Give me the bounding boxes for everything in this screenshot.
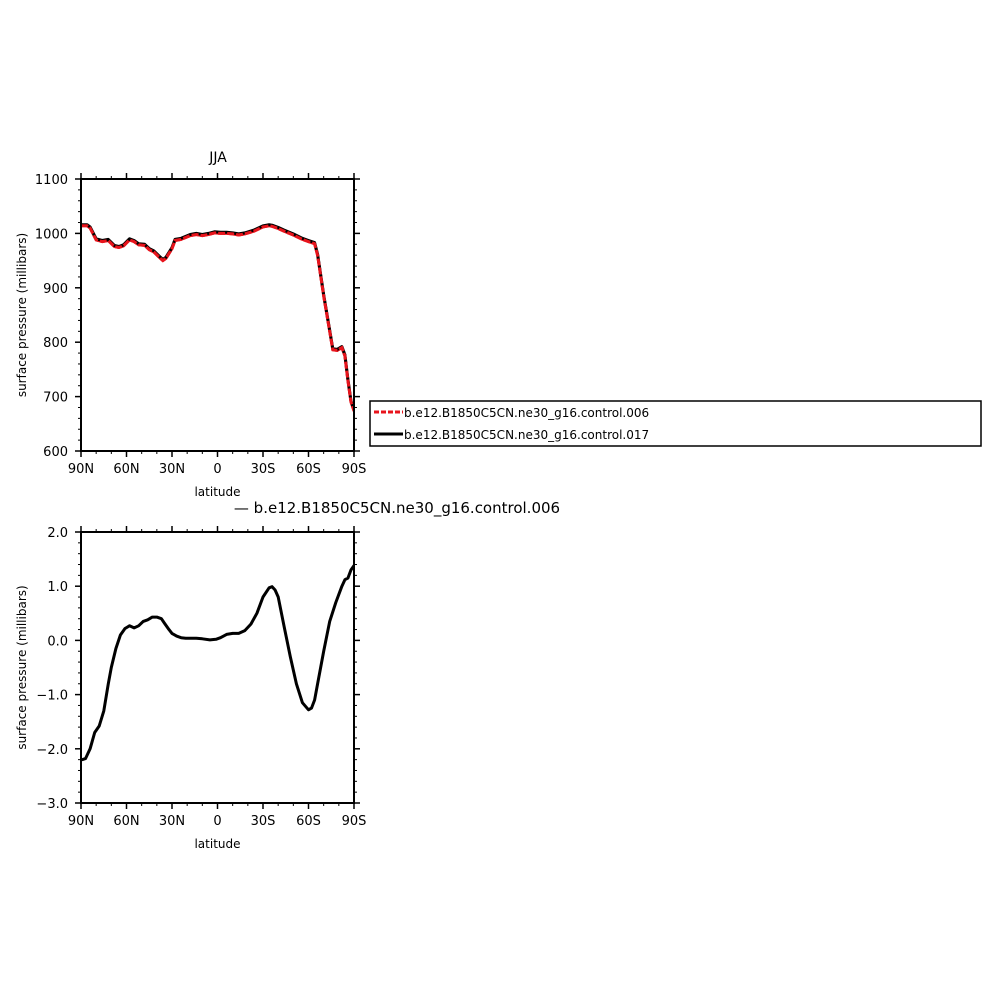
legend-label-017: b.e12.B1850C5CN.ne30_g16.control.017 bbox=[404, 428, 649, 442]
y-tick-label: 1100 bbox=[35, 173, 68, 188]
legend-label-006: b.e12.B1850C5CN.ne30_g16.control.006 bbox=[404, 406, 649, 420]
series-line-0-0 bbox=[81, 224, 354, 413]
y-tick-label: 1000 bbox=[35, 227, 68, 242]
x-tick-label: 90N bbox=[68, 462, 94, 477]
x-tick-label: 60N bbox=[113, 814, 139, 829]
x-tick-label: 30N bbox=[159, 462, 185, 477]
x-tick-label: 30S bbox=[251, 462, 276, 477]
series-line-0-1 bbox=[81, 223, 354, 412]
series-line-1-0 bbox=[81, 564, 354, 762]
x-tick-label: 60S bbox=[296, 814, 321, 829]
x-tick-label: 90N bbox=[68, 814, 94, 829]
x-tick-label: 30S bbox=[251, 814, 276, 829]
legend-box bbox=[369, 400, 982, 447]
x-tick-label: 60S bbox=[296, 462, 321, 477]
x-tick-label: 90S bbox=[342, 462, 367, 477]
x-tick-label: 60N bbox=[113, 462, 139, 477]
y-tick-label: −3.0 bbox=[36, 797, 68, 812]
y-tick-label: 1.0 bbox=[47, 580, 68, 595]
series-line-dashed-overlay bbox=[81, 224, 354, 412]
x-tick-label: 90S bbox=[342, 814, 367, 829]
y-tick-label: 600 bbox=[43, 445, 68, 460]
y-axis-label: surface pressure (millibars) bbox=[15, 585, 29, 749]
x-axis-label: latitude bbox=[194, 485, 240, 499]
y-tick-label: 0.0 bbox=[47, 634, 68, 649]
y-tick-label: 900 bbox=[43, 282, 68, 297]
chart-title: JJA bbox=[208, 150, 227, 166]
y-axis-label: surface pressure (millibars) bbox=[15, 233, 29, 397]
y-tick-label: 800 bbox=[43, 336, 68, 351]
y-tick-label: −2.0 bbox=[36, 743, 68, 758]
x-tick-label: 0 bbox=[213, 814, 221, 829]
plot-frame-0 bbox=[80, 178, 355, 452]
x-tick-label: 0 bbox=[213, 462, 221, 477]
chart-subtitle: — b.e12.B1850C5CN.ne30_g16.control.006 bbox=[234, 499, 560, 518]
y-tick-label: −1.0 bbox=[36, 689, 68, 704]
plot-frame-1 bbox=[80, 531, 355, 804]
y-tick-label: 2.0 bbox=[47, 526, 68, 541]
x-tick-label: 30N bbox=[159, 814, 185, 829]
y-tick-label: 700 bbox=[43, 391, 68, 406]
x-axis-label: latitude bbox=[194, 837, 240, 851]
